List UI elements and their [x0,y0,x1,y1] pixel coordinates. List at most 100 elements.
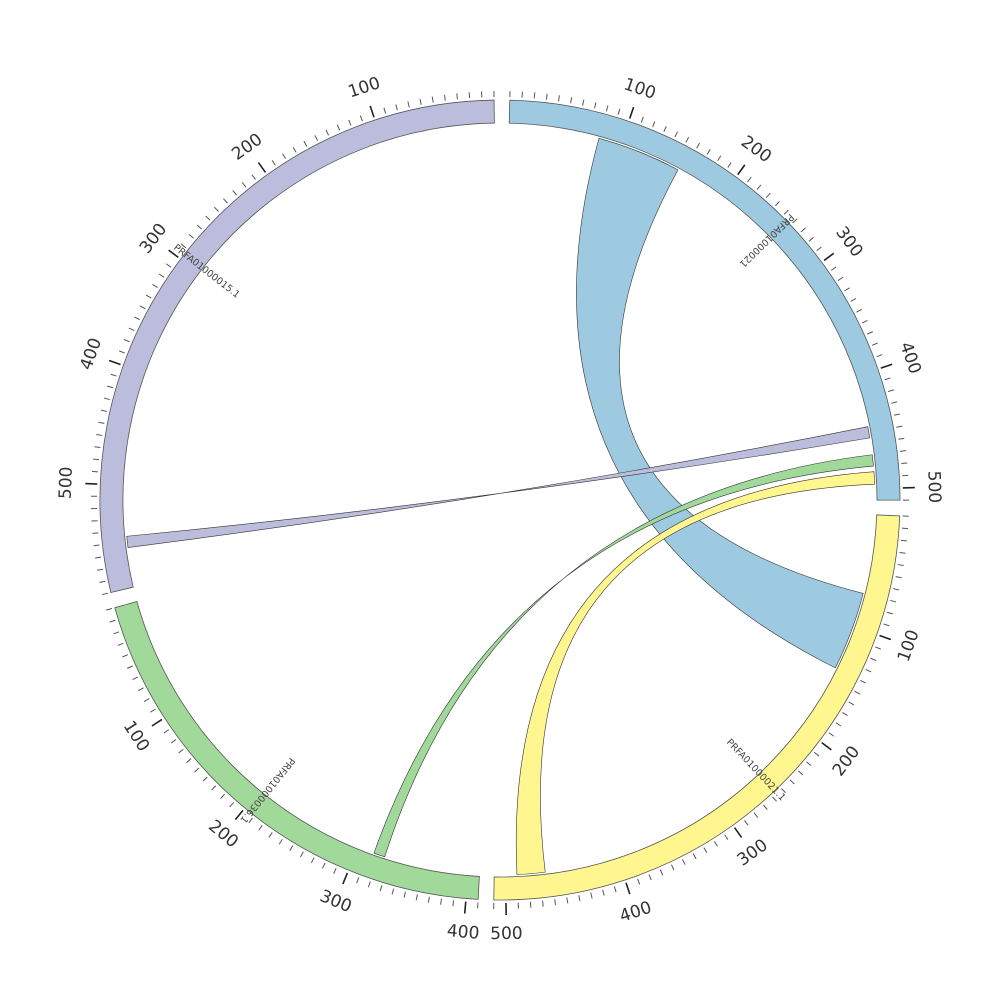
minor-tick [681,859,686,865]
minor-tick [806,761,812,766]
minor-tick [278,838,283,845]
minor-tick [99,580,106,583]
ticks-layer [85,91,915,915]
minor-tick [163,729,170,734]
minor-tick [696,142,700,149]
minor-tick [637,878,641,885]
minor-tick [545,93,548,100]
minor-tick [419,98,422,105]
minor-tick [602,889,605,896]
minor-tick [789,779,795,785]
minor-tick [333,867,337,874]
minor-tick [570,97,573,104]
minor-tick [554,899,557,906]
minor-tick [856,308,863,313]
major-tick [625,882,631,895]
minor-tick [898,437,905,440]
major-tick [151,718,163,727]
minor-tick [336,124,341,131]
minor-tick [443,94,446,101]
minor-tick [383,107,387,114]
major-tick [234,809,244,821]
ribbons-layer [126,137,875,875]
tick-label: 200 [204,816,242,852]
minor-tick [861,319,868,324]
minor-tick [692,853,697,860]
segments-layer [99,99,901,901]
major-tick [821,742,832,751]
minor-tick [798,770,804,776]
link-ribbon-3 [373,454,874,858]
minor-tick [303,140,308,147]
segment-1 [508,99,901,501]
tick-label: 100 [346,73,383,102]
minor-tick [258,825,263,831]
minor-tick [792,218,798,224]
minor-tick [137,687,144,692]
minor-tick [109,619,116,623]
minor-tick [594,102,597,109]
minor-tick [542,900,544,907]
minor-tick [241,182,247,188]
tick-label: 100 [621,74,658,103]
minor-tick [747,176,752,183]
minor-tick [107,385,114,389]
minor-tick [93,544,100,547]
minor-tick [828,732,835,737]
minor-tick [844,287,850,292]
major-tick [879,634,892,641]
minor-tick [325,129,330,136]
minor-tick [900,539,907,542]
minor-tick [415,894,418,901]
minor-tick [558,95,560,102]
minor-tick [211,785,217,791]
minor-tick [717,155,722,162]
minor-tick [379,885,383,892]
minor-tick [359,115,363,122]
minor-tick [613,886,617,893]
tick-label: 200 [829,742,865,780]
tick-label: 500 [923,470,944,503]
minor-tick [901,462,908,465]
minor-tick [835,722,842,727]
minor-tick [706,148,711,155]
minor-tick [440,898,442,905]
tick-label: 500 [56,466,77,499]
minor-tick [145,294,152,299]
minor-tick [867,331,873,335]
labels-layer: 100200300400500PRFA010000211002003004005… [56,73,945,944]
minor-tick [456,93,458,100]
minor-tick [282,153,287,159]
minor-tick [893,413,900,416]
minor-tick [251,174,256,180]
link-ribbon-4 [515,471,875,875]
tick-label: 400 [617,898,654,927]
major-tick [737,164,746,176]
tick-label: 200 [228,130,266,165]
minor-tick [883,623,890,627]
minor-tick [314,135,319,141]
major-tick [823,252,835,262]
minor-tick [178,748,184,754]
minor-tick [391,888,395,895]
minor-tick [756,184,762,190]
minor-tick [727,162,732,168]
tick-label: 200 [737,132,775,167]
tick-label: 300 [734,835,772,870]
minor-tick [229,802,235,808]
minor-tick [94,446,101,449]
minor-tick [871,342,878,346]
minor-tick [830,266,837,271]
link-ribbon-2 [126,426,871,548]
minor-tick [887,389,895,392]
minor-tick [652,121,656,128]
tick-label: 400 [446,921,480,944]
minor-tick [268,832,273,838]
major-tick [628,106,635,119]
tick-label: 400 [895,339,925,376]
minor-tick [223,198,228,204]
major-tick [108,359,121,366]
minor-tick [659,869,664,876]
minor-tick [772,796,777,802]
minor-tick [122,654,129,658]
